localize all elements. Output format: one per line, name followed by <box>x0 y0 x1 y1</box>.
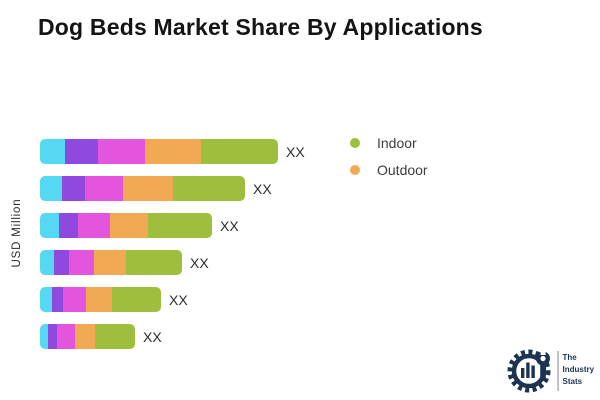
stacked-bar <box>40 287 161 312</box>
bar-segment <box>40 324 48 349</box>
legend: Indoor Outdoor <box>350 133 428 187</box>
legend-dot-icon <box>350 165 360 175</box>
legend-label: Indoor <box>377 135 417 151</box>
logo: The Industry Stats <box>507 348 595 393</box>
bar-segment <box>40 176 62 201</box>
bar-row: XX <box>40 250 305 275</box>
bar-segment <box>112 287 161 312</box>
bar-segment <box>95 324 135 349</box>
bar-segment <box>173 176 245 201</box>
bar-segment <box>40 287 52 312</box>
bar-segment <box>62 176 85 201</box>
logo-text-line1: The <box>563 353 578 362</box>
gear-icon <box>507 349 551 393</box>
legend-dot-icon <box>350 138 360 148</box>
legend-label: Outdoor <box>377 162 428 178</box>
bar-row: XX <box>40 139 305 164</box>
stacked-bar <box>40 324 135 349</box>
bar-segment <box>98 139 145 164</box>
stacked-bar <box>40 250 182 275</box>
bar-row: XX <box>40 176 305 201</box>
bar-segment <box>52 287 63 312</box>
stacked-bar <box>40 213 212 238</box>
y-axis-label: USD Million <box>11 198 23 268</box>
bar-segment <box>40 250 54 275</box>
bar-segment <box>75 324 95 349</box>
bar-segment <box>59 213 78 238</box>
bar-segment <box>57 324 75 349</box>
bar-segment <box>69 250 94 275</box>
bar-segment <box>48 324 57 349</box>
bar-segment <box>123 176 173 201</box>
bar-row: XX <box>40 213 305 238</box>
bar-segment <box>145 139 201 164</box>
logo-divider <box>557 351 559 391</box>
stacked-bar <box>40 176 245 201</box>
bar-row: XX <box>40 287 305 312</box>
bar-value-label: XX <box>286 143 305 160</box>
logo-text-line2: Industry <box>563 365 595 374</box>
bar-segment <box>85 176 123 201</box>
bar-segment <box>78 213 110 238</box>
chart-title: Dog Beds Market Share By Applications <box>38 14 483 40</box>
bar-segment <box>126 250 182 275</box>
bar-segment <box>148 213 212 238</box>
bar-segment <box>110 213 148 238</box>
bar-segment <box>65 139 98 164</box>
bar-value-label: XX <box>190 254 209 271</box>
bar-segment <box>86 287 112 312</box>
bar-row: XX <box>40 324 305 349</box>
bar-segment <box>40 139 65 164</box>
bar-segment <box>40 213 59 238</box>
stacked-bar <box>40 139 278 164</box>
legend-item-indoor[interactable]: Indoor <box>350 133 428 153</box>
bar-value-label: XX <box>143 328 162 345</box>
bar-value-label: XX <box>220 217 239 234</box>
bars: XX XX XX XX XX XX <box>40 139 305 361</box>
bar-segment <box>54 250 69 275</box>
wrench-icon <box>536 348 550 381</box>
bar-value-label: XX <box>169 291 188 308</box>
legend-item-outdoor[interactable]: Outdoor <box>350 160 428 180</box>
logo-text-line3: Stats <box>563 377 583 386</box>
bar-segment <box>63 287 86 312</box>
bar-segment <box>94 250 126 275</box>
bar-value-label: XX <box>253 180 272 197</box>
bar-segment <box>201 139 278 164</box>
